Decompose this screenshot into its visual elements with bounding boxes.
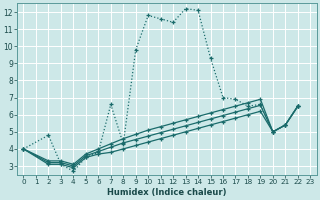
X-axis label: Humidex (Indice chaleur): Humidex (Indice chaleur) [107,188,227,197]
